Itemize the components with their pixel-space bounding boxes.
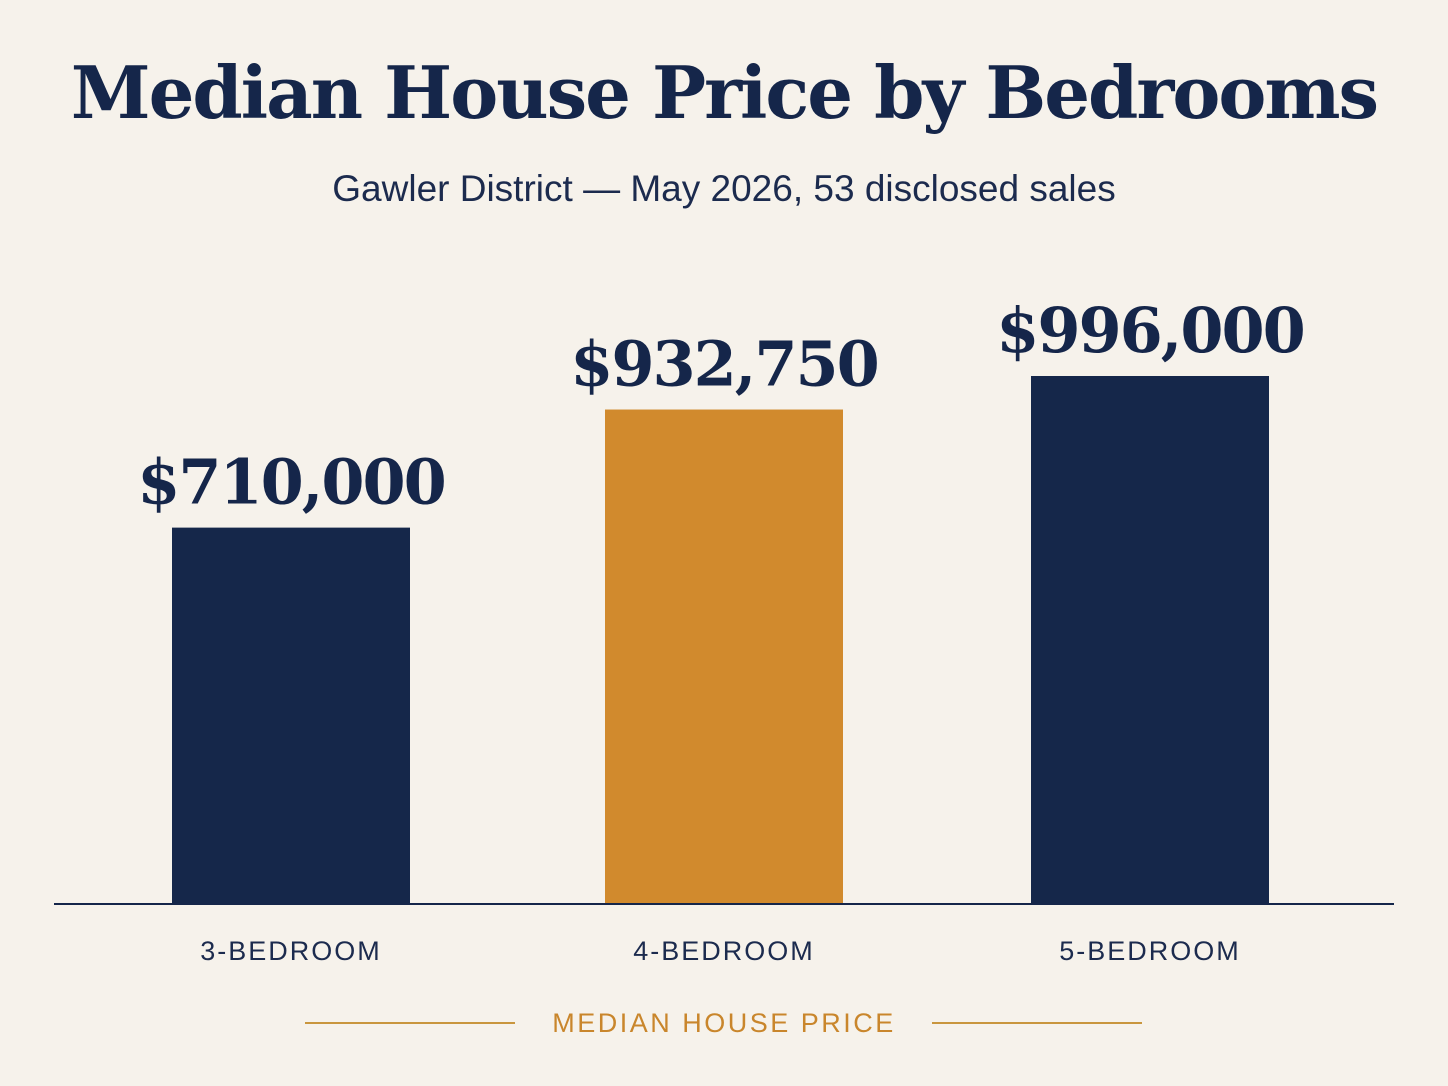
data-label-3-bedroom: $710,000 [137, 446, 445, 519]
bar-5-bedroom [1031, 376, 1269, 904]
footer-rule-left [305, 1022, 515, 1024]
bar-4-bedroom [605, 409, 843, 904]
chart-subtitle: Gawler District — May 2026, 53 disclosed… [332, 168, 1116, 209]
x-tick-label-5-bedroom: 5-BEDROOM [1059, 936, 1241, 966]
data-label-5-bedroom: $996,000 [996, 294, 1304, 367]
bar-3-bedroom [172, 527, 410, 904]
x-tick-label-4-bedroom: 4-BEDROOM [633, 936, 815, 966]
chart-title: Median House Price by Bedrooms [70, 50, 1379, 135]
x-tick-label-3-bedroom: 3-BEDROOM [200, 936, 382, 966]
footer-rule-right [932, 1022, 1142, 1024]
x-axis-title: MEDIAN HOUSE PRICE [552, 1008, 896, 1038]
data-label-4-bedroom: $932,750 [570, 328, 878, 401]
